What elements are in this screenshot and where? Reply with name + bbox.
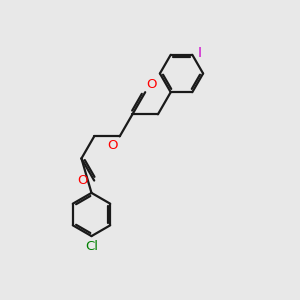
Text: I: I xyxy=(198,46,202,60)
Text: O: O xyxy=(77,174,88,187)
Text: O: O xyxy=(108,140,118,152)
Text: Cl: Cl xyxy=(85,240,98,253)
Text: O: O xyxy=(147,78,157,91)
